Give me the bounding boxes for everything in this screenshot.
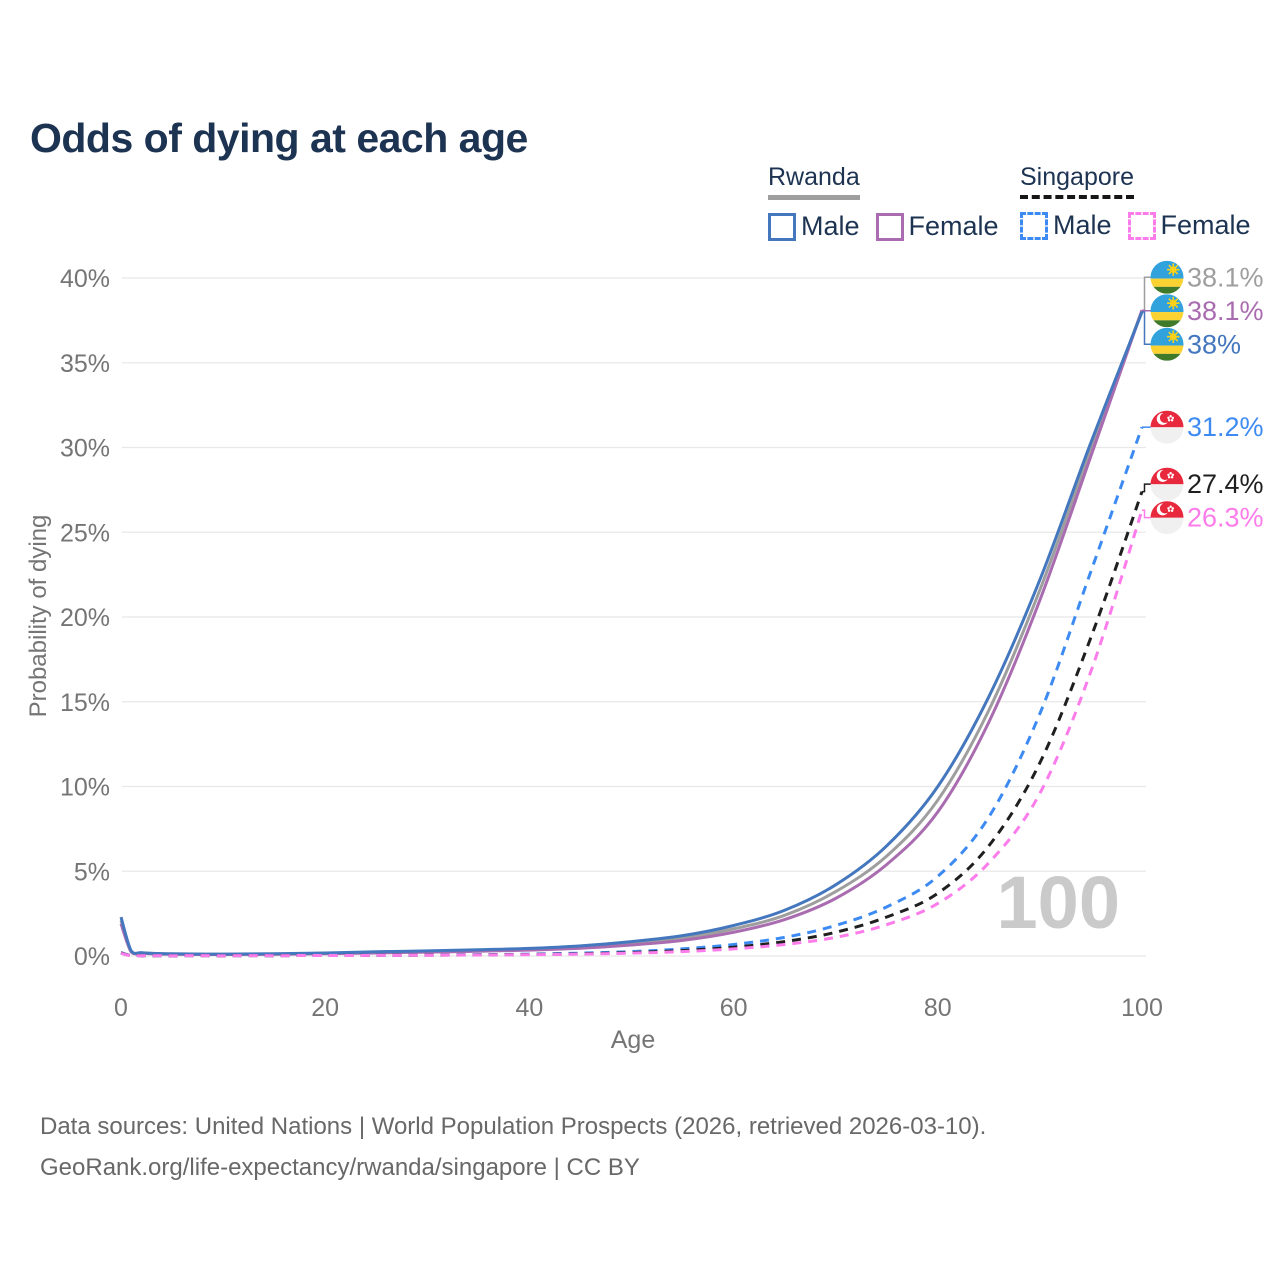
legend-item-singapore-male[interactable]: Male xyxy=(1020,210,1112,241)
legend-item-label: Male xyxy=(801,211,860,241)
end-value-label: 27.4% xyxy=(1187,469,1264,499)
x-tick-label: 0 xyxy=(114,994,128,1022)
legend-item-label: Female xyxy=(908,211,999,241)
rwanda-male-swatch-icon xyxy=(768,212,796,241)
rwanda-flag-icon xyxy=(1150,327,1184,361)
footer-data-sources: Data sources: United Nations | World Pop… xyxy=(40,1113,987,1140)
legend-group-singapore: Singapore Male Female xyxy=(1020,163,1251,241)
page-title: Odds of dying at each age xyxy=(30,115,528,162)
y-tick-label: 0% xyxy=(74,943,110,971)
legend-item-rwanda-male[interactable]: Male xyxy=(768,211,860,242)
series-end-annotation: 27.4% xyxy=(1150,467,1264,501)
series-end-annotation: 26.3% xyxy=(1150,501,1264,535)
line-rwanda-total[interactable] xyxy=(119,309,1144,956)
line-rwanda-male[interactable] xyxy=(119,311,1144,956)
y-tick-label: 40% xyxy=(60,265,110,293)
rwanda-flag-icon xyxy=(1150,294,1184,328)
line-rwanda-female[interactable] xyxy=(119,309,1144,956)
series-end-annotation: 38.1% xyxy=(1150,294,1264,328)
x-axis-title: Age xyxy=(610,1026,656,1054)
legend-item-singapore-female[interactable]: Female xyxy=(1127,210,1251,241)
x-tick-label: 40 xyxy=(515,994,543,1022)
series-end-annotation: 38.1% xyxy=(1150,260,1264,294)
end-label-leader xyxy=(1142,276,1151,311)
end-label-leader xyxy=(1142,311,1151,346)
y-tick-label: 30% xyxy=(60,435,110,463)
legend-country-singapore[interactable]: Singapore xyxy=(1020,163,1134,199)
rwanda-flag-icon xyxy=(1150,260,1184,294)
watermark-age-100: 100 xyxy=(996,861,1120,944)
legend-group-rwanda: Rwanda Male Female xyxy=(768,163,999,242)
series-end-annotation: 38% xyxy=(1150,327,1241,361)
singapore-flag-icon xyxy=(1150,467,1184,501)
singapore-male-swatch-icon xyxy=(1020,211,1048,240)
legend-items-rwanda: Male Female xyxy=(768,211,999,242)
x-tick-label: 100 xyxy=(1121,994,1163,1022)
y-tick-label: 10% xyxy=(60,774,110,802)
end-value-label: 31.2% xyxy=(1187,412,1264,442)
y-tick-label: 35% xyxy=(60,350,110,378)
x-tick-label: 20 xyxy=(311,994,339,1022)
end-value-label: 38% xyxy=(1187,329,1241,359)
singapore-female-swatch-icon xyxy=(1127,211,1156,240)
legend-country-rwanda[interactable]: Rwanda xyxy=(768,163,860,200)
end-value-label: 38.1% xyxy=(1187,296,1264,326)
legend-item-label: Male xyxy=(1053,210,1112,240)
x-tick-label: 80 xyxy=(924,994,952,1022)
line-singapore-male[interactable] xyxy=(120,426,1144,958)
legend-country-singapore-label: Singapore xyxy=(1020,163,1134,191)
end-label-leader xyxy=(1142,309,1151,312)
legend-item-rwanda-female[interactable]: Female xyxy=(875,211,999,242)
y-tick-label: 5% xyxy=(74,858,110,886)
end-label-leader xyxy=(1142,483,1151,493)
rwanda-female-swatch-icon xyxy=(875,212,904,241)
x-tick-label: 60 xyxy=(720,994,748,1022)
line-singapore-female[interactable] xyxy=(120,509,1144,958)
legend-country-rwanda-label: Rwanda xyxy=(768,163,860,191)
y-tick-label: 15% xyxy=(60,689,110,717)
footer-attribution: GeoRank.org/life-expectancy/rwanda/singa… xyxy=(40,1154,640,1181)
singapore-flag-icon xyxy=(1150,501,1184,535)
end-value-label: 26.3% xyxy=(1187,503,1264,533)
footer: Data sources: United Nations | World Pop… xyxy=(40,1106,986,1188)
y-tick-label: 25% xyxy=(60,519,110,547)
y-tick-label: 20% xyxy=(60,604,110,632)
end-label-leader xyxy=(1142,509,1151,519)
legend-items-singapore: Male Female xyxy=(1020,210,1251,241)
end-value-label: 38.1% xyxy=(1187,262,1264,292)
legend-item-label: Female xyxy=(1160,210,1251,240)
singapore-flag-icon xyxy=(1150,410,1184,444)
series-end-annotation: 31.2% xyxy=(1150,410,1264,444)
